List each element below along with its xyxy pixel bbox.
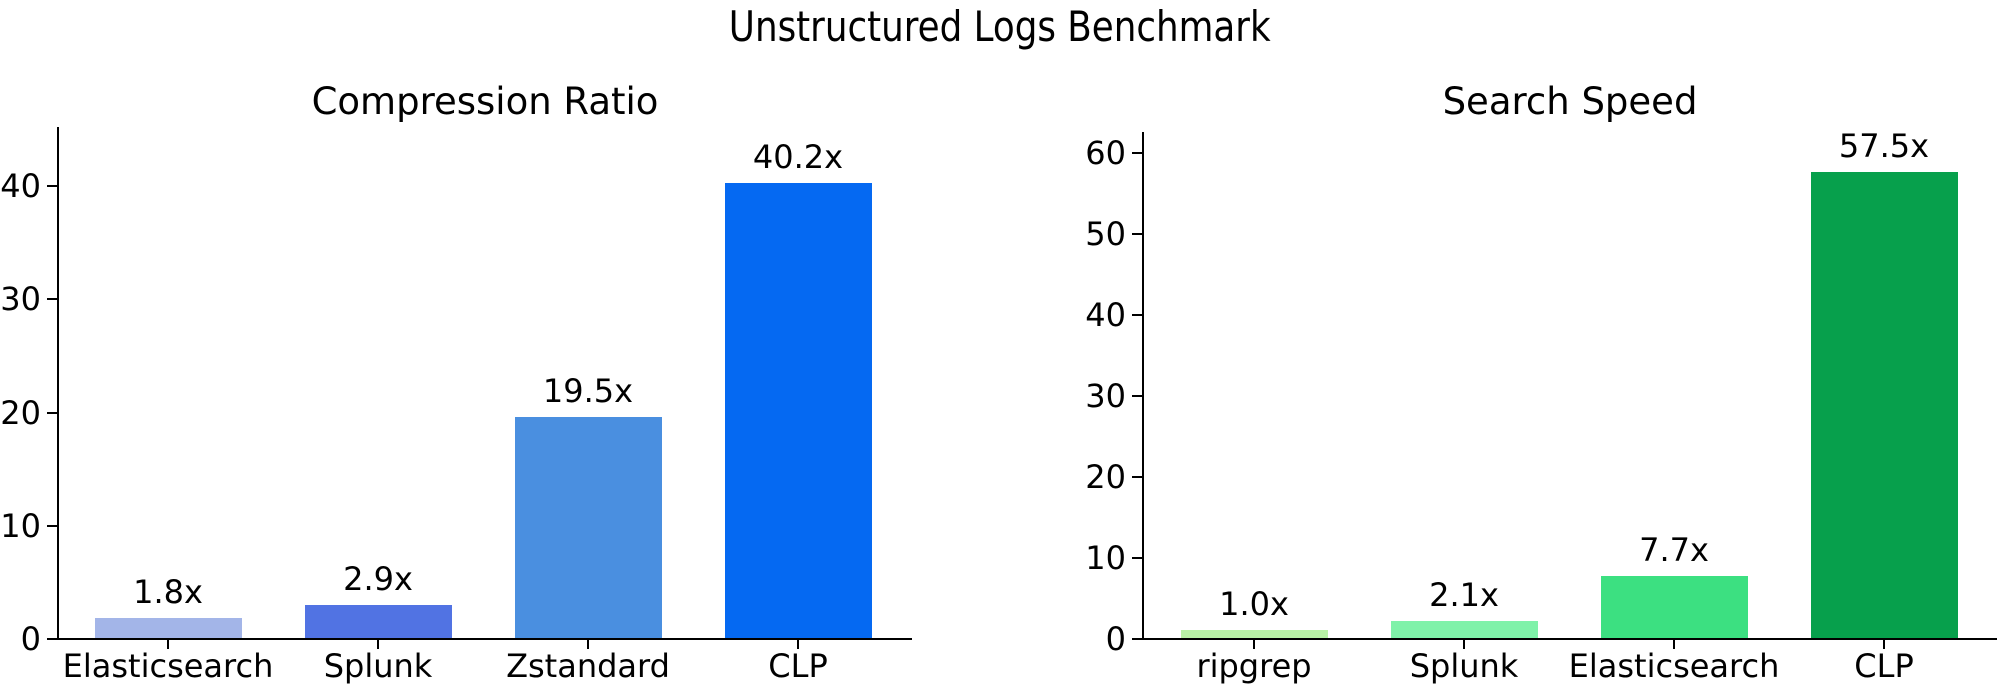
bar-ripgrep <box>1180 630 1328 638</box>
y-tick-mark <box>1132 152 1142 154</box>
y-tick-label: 30 <box>1085 377 1126 415</box>
y-tick-label: 50 <box>1085 215 1126 253</box>
x-axis-line <box>1142 638 1997 640</box>
y-tick-label: 0 <box>20 620 41 658</box>
x-category-label: Elasticsearch <box>1568 647 1780 685</box>
y-axis-spine <box>1142 132 1144 640</box>
x-tick-mark <box>587 640 589 649</box>
x-category-label: Splunk <box>323 647 433 685</box>
bar-value-label: 40.2x <box>752 138 844 176</box>
y-tick-mark <box>47 298 57 300</box>
bar-clp <box>1810 172 1958 638</box>
x-category-label: Elasticsearch <box>62 647 274 685</box>
bar-elasticsearch <box>94 618 242 638</box>
bar-value-label: 2.1x <box>1429 576 1499 614</box>
bar-clp <box>724 183 872 638</box>
y-tick-label: 0 <box>1105 620 1126 658</box>
y-tick-mark <box>1132 638 1142 640</box>
y-tick-label: 40 <box>1085 296 1126 334</box>
y-tick-label: 20 <box>1085 458 1126 496</box>
bar-value-label: 57.5x <box>1838 127 1930 165</box>
bar-zstandard <box>514 417 662 638</box>
bar-value-label: 1.0x <box>1219 585 1289 623</box>
y-tick-mark <box>47 638 57 640</box>
y-tick-mark <box>47 185 57 187</box>
x-tick-mark <box>1253 640 1255 649</box>
y-tick-mark <box>1132 476 1142 478</box>
y-tick-label: 20 <box>0 394 41 432</box>
y-tick-mark <box>47 412 57 414</box>
x-category-label: Splunk <box>1409 647 1519 685</box>
y-tick-label: 40 <box>0 167 41 205</box>
chart-title-compression-ratio: Compression Ratio <box>311 80 659 123</box>
y-tick-mark <box>1132 395 1142 397</box>
x-tick-mark <box>1673 640 1675 649</box>
y-tick-mark <box>1132 233 1142 235</box>
figure-title-text: Unstructured Logs Benchmark <box>729 2 1271 51</box>
y-tick-label: 60 <box>1085 134 1126 172</box>
x-tick-mark <box>1883 640 1885 649</box>
y-axis-spine <box>57 127 59 640</box>
x-tick-mark <box>167 640 169 649</box>
x-tick-mark <box>377 640 379 649</box>
y-tick-label: 10 <box>0 507 41 545</box>
bar-value-label: 1.8x <box>133 573 203 611</box>
x-category-label: CLP <box>768 647 828 685</box>
bar-value-label: 2.9x <box>343 560 413 598</box>
x-tick-mark <box>797 640 799 649</box>
bar-splunk <box>304 605 452 638</box>
bar-value-label: 7.7x <box>1639 531 1709 569</box>
y-tick-label: 30 <box>0 280 41 318</box>
y-tick-mark <box>1132 314 1142 316</box>
bar-elasticsearch <box>1600 576 1748 638</box>
x-axis-line <box>57 638 912 640</box>
y-tick-mark <box>1132 557 1142 559</box>
x-category-label: ripgrep <box>1196 647 1312 685</box>
y-tick-label: 10 <box>1085 539 1126 577</box>
x-category-label: CLP <box>1854 647 1914 685</box>
x-category-label: Zstandard <box>506 647 670 685</box>
x-tick-mark <box>1463 640 1465 649</box>
bar-splunk <box>1390 621 1538 638</box>
figure-title: Unstructured Logs Benchmark <box>0 4 2000 50</box>
y-tick-mark <box>47 525 57 527</box>
chart-title-search-speed: Search Speed <box>1442 80 1698 123</box>
bar-value-label: 19.5x <box>542 372 634 410</box>
